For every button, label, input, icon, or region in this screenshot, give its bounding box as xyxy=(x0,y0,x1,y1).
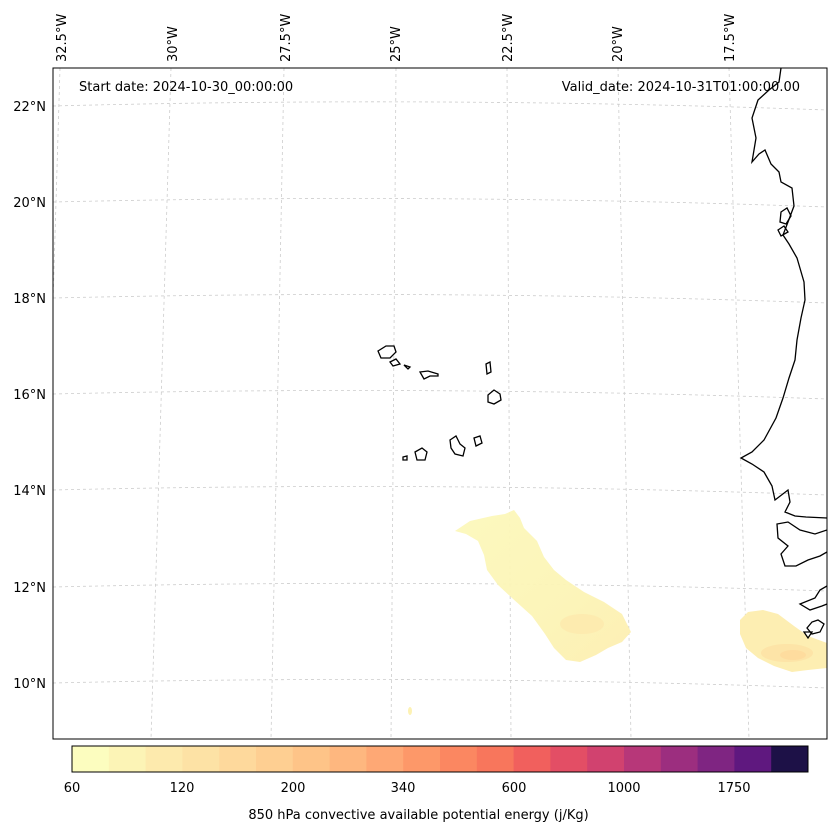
colorbar-segment xyxy=(697,746,735,772)
lat-label: 18°N xyxy=(13,292,46,307)
colorbar-segment xyxy=(403,746,441,772)
colorbar-segment xyxy=(256,746,294,772)
colorbar-segment xyxy=(182,746,220,772)
colorbar-segment xyxy=(550,746,588,772)
colorbar-segment xyxy=(329,746,367,772)
lon-label: 22.5°W xyxy=(501,14,516,62)
coastline-africa xyxy=(739,68,827,519)
longitude-labels: 32.5°W 30°W 27.5°W 25°W 22.5°W 20°W 17.5… xyxy=(55,14,738,62)
colorbar-title: 850 hPa convective available potential e… xyxy=(248,808,589,823)
colorbar-tick-label: 600 xyxy=(501,781,527,796)
colorbar-segment xyxy=(624,746,662,772)
lon-label: 20°W xyxy=(611,26,626,62)
colorbar-segment xyxy=(587,746,625,772)
colorbar-tick-label: 1750 xyxy=(717,781,751,796)
colorbar-segment xyxy=(660,746,699,772)
coastline-mauritania-inlet xyxy=(777,207,792,237)
colorbar-segment xyxy=(771,746,809,772)
cape-core-coast-inner xyxy=(780,650,806,660)
colorbar-outline xyxy=(71,745,809,773)
lat-label: 14°N xyxy=(13,484,46,499)
colorbar-segment xyxy=(292,746,331,772)
coastline-guinea xyxy=(776,521,827,567)
lat-label: 12°N xyxy=(13,581,46,596)
colorbar-segment xyxy=(366,746,404,772)
colorbar-segment xyxy=(476,746,515,772)
colorbar-segment xyxy=(440,746,478,772)
colorbar-tick-label: 1000 xyxy=(607,781,641,796)
colorbar-segment xyxy=(513,746,551,772)
cape-core-south xyxy=(560,614,604,634)
lon-label: 32.5°W xyxy=(55,14,70,62)
colorbar-segment xyxy=(108,746,147,772)
colorbar xyxy=(72,746,809,772)
lon-label: 25°W xyxy=(389,26,404,62)
colorbar-tick-label: 60 xyxy=(63,781,81,796)
cape-speck xyxy=(408,707,412,715)
lat-label: 10°N xyxy=(13,677,46,692)
map-frame xyxy=(52,67,828,740)
latitude-labels: 22°N 20°N 18°N 16°N 14°N 12°N 10°N xyxy=(13,100,46,692)
colorbar-segment xyxy=(734,746,772,772)
coastline-islands-south xyxy=(798,585,827,640)
cape-verde-islands xyxy=(377,345,502,461)
lat-label: 16°N xyxy=(13,388,46,403)
start-date-annotation: Start date: 2024-10-30_00:00:00 xyxy=(79,80,293,95)
colorbar-tick-label: 200 xyxy=(280,781,306,796)
lat-label: 22°N xyxy=(13,100,46,115)
lon-label: 30°W xyxy=(166,26,181,62)
lon-label: 27.5°W xyxy=(279,14,294,62)
colorbar-tick-label: 340 xyxy=(390,781,416,796)
lat-label: 20°N xyxy=(13,196,46,211)
graticule-lat xyxy=(53,101,827,689)
colorbar-segment xyxy=(72,746,110,772)
colorbar-segment xyxy=(145,746,183,772)
lon-label: 17.5°W xyxy=(723,14,738,62)
colorbar-tick-label: 120 xyxy=(169,781,195,796)
colorbar-segment xyxy=(219,746,257,772)
valid-date-annotation: Valid_date: 2024-10-31T01:00:00.00 xyxy=(562,80,800,95)
